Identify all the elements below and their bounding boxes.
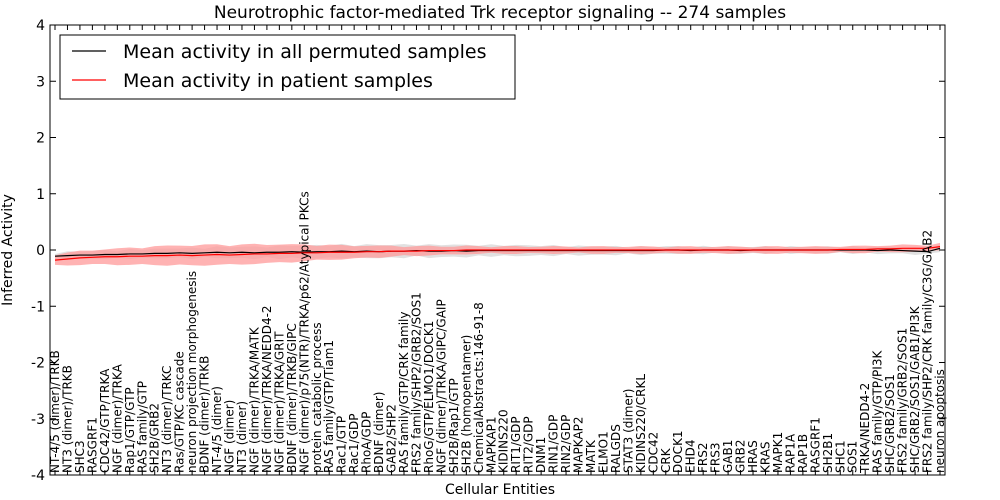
y-tick-label: -2 bbox=[31, 356, 45, 372]
x-tick-label: DOCK1 bbox=[671, 430, 685, 473]
legend: Mean activity in all permuted samples Me… bbox=[59, 34, 516, 100]
chart-title: Neurotrophic factor-mediated Trk recepto… bbox=[214, 3, 786, 23]
y-axis-label: Inferred Activity bbox=[0, 194, 16, 306]
x-tick-label: GRB2 bbox=[734, 439, 748, 473]
x-tick-label: DNM1 bbox=[534, 437, 548, 473]
x-tick-label: FRS2 bbox=[696, 443, 710, 474]
x-tick-label: SH2B/GRB2 bbox=[148, 403, 162, 473]
x-tick-label: Rap1/GTP/GTP bbox=[123, 387, 137, 473]
legend-label-permuted: Mean activity in all permuted samples bbox=[123, 41, 486, 63]
x-tick-label: MAPK1 bbox=[771, 432, 785, 473]
x-tick-label: RAP1B bbox=[796, 434, 810, 473]
x-tick-label: Ras/GTP/KC cascade bbox=[173, 351, 187, 473]
x-tick-label: FRS2 family/SHP2/GRB2/SOS1 bbox=[409, 292, 423, 473]
x-tick-label: SH2B1 bbox=[821, 433, 835, 473]
x-tick-label: MAPKAP1 bbox=[484, 416, 498, 473]
x-tick-label: NT3 (dimer) bbox=[235, 401, 249, 473]
x-tick-label: RAP1A bbox=[783, 433, 797, 473]
band-patient bbox=[55, 242, 940, 266]
x-axis-label: Cellular Entities bbox=[445, 482, 555, 498]
y-axis: -4 -3 -2 -1 0 1 2 3 4 bbox=[31, 18, 945, 484]
x-tick-label: FRS2 family/GRB2/SOS1 bbox=[896, 328, 910, 473]
x-tick-label: MATK bbox=[584, 439, 598, 473]
y-tick-label: 3 bbox=[36, 74, 45, 90]
x-tick-label: Rac1/GTP bbox=[335, 416, 349, 473]
y-tick-label: -1 bbox=[31, 299, 45, 315]
x-tick-label: neuron projection morphogenesis bbox=[185, 271, 199, 473]
x-tick-label: KRAS bbox=[758, 441, 772, 473]
x-tick-label: NT-4/5 (dimer) bbox=[210, 386, 224, 473]
x-tick-label: SHC/GRB2/SOS1/GAB1/PI3K bbox=[908, 305, 922, 473]
x-tick-label: neuron apoptosis bbox=[933, 369, 947, 473]
x-tick-label: NGF (dimer)/p75(NTR)/TRKA/p62/Atypical P… bbox=[297, 191, 311, 473]
x-tick-label: SOS1 bbox=[846, 441, 860, 473]
x-tick-label: GAB2/SHP2 bbox=[385, 404, 399, 473]
x-tick-label: NGF (dimer)/TRKA/GIPC/GAIP bbox=[434, 299, 448, 473]
x-tick-label: NGF (dimer)/TRKA bbox=[110, 363, 124, 473]
y-tick-label: -3 bbox=[31, 412, 45, 428]
x-tick-label: HRAS bbox=[746, 440, 760, 473]
y-tick-label: 0 bbox=[36, 243, 45, 259]
x-tick-label: EHD4 bbox=[684, 440, 698, 473]
x-tick-label: SHC3 bbox=[73, 440, 87, 473]
x-tick-label: TRKA/NEDD4-2 bbox=[858, 383, 872, 474]
x-tick-label: NGF (dimer) bbox=[223, 400, 237, 473]
x-tick-label: NGF (dimer)/TRKA/NEDD4-2 bbox=[260, 305, 274, 473]
x-tick-label: NT3 (dimer)/TRKB bbox=[60, 365, 74, 473]
x-tick-label: FRS2 family/SHP2/CRK family/C3G/GAB2 bbox=[921, 230, 935, 473]
x-tick-label: SHC1 bbox=[833, 440, 847, 473]
x-tick-label: RIN2/GDP bbox=[559, 415, 573, 473]
x-tick-label: RASGRF1 bbox=[808, 417, 822, 473]
x-tick-label: RIT1/GDP bbox=[509, 416, 523, 473]
x-tick-label: SHC/GRB2/SOS1 bbox=[883, 374, 897, 473]
y-tick-label: 4 bbox=[36, 18, 45, 34]
legend-box bbox=[59, 34, 516, 100]
x-tick-label: ChemicalAbstracts:146-91-8 bbox=[472, 302, 486, 473]
x-tick-label: RAS family/GTP bbox=[135, 381, 149, 473]
x-tick-label: RIN1/GDP bbox=[547, 415, 561, 473]
series-line-patient bbox=[54, 246, 941, 261]
series-lines bbox=[54, 246, 941, 261]
x-tick-label: RALGDS bbox=[609, 424, 623, 473]
x-tick-label: Rac1/GDP bbox=[347, 414, 361, 473]
x-tick-label: RhoA/GDP bbox=[360, 412, 374, 473]
x-tick-label: NT-4/5 (dimer)/TRKB bbox=[48, 350, 62, 473]
x-tick-label: BDNF (dimer)/TRKB/GIPC bbox=[285, 323, 299, 473]
x-tick-label: FRS3 bbox=[709, 443, 723, 474]
x-tick-label: NGF (dimer)/TRKA/MATK bbox=[247, 326, 261, 473]
x-tick-label: STAT3 (dimer) bbox=[621, 389, 635, 473]
y-tick-label: 1 bbox=[36, 187, 45, 203]
y-tick-label: 2 bbox=[36, 131, 45, 147]
legend-label-patient: Mean activity in patient samples bbox=[123, 70, 433, 92]
x-tick-label: RAS family/GTP/CRK family bbox=[397, 312, 411, 474]
x-tick-label: RAS family/GTP/PI3K bbox=[871, 350, 885, 473]
x-tick-label: RhoG/GTP/ELMO1/DOCK1 bbox=[422, 321, 436, 473]
x-tick-label: GAB1 bbox=[721, 440, 735, 473]
x-tick-label: protein catabolic process bbox=[310, 322, 324, 473]
x-tick-label: SH2B (homopentamer) bbox=[459, 335, 473, 473]
x-tick-label: RIT2/GDP bbox=[522, 416, 536, 473]
x-tick-label: SH2B/Rap1/GTP bbox=[447, 378, 461, 473]
x-tick-label: MAPKAP2 bbox=[572, 416, 586, 473]
y-tick-label: -4 bbox=[31, 468, 45, 484]
x-tick-label: ELMO1 bbox=[596, 431, 610, 473]
x-tick-label: NGF (dimer)/TRKA/GRIT bbox=[272, 331, 286, 473]
x-tick-label: CDC42 bbox=[646, 432, 660, 473]
x-tick-label: RAS family/GTP/Tiam1 bbox=[322, 340, 336, 473]
x-tick-label: CDC42/GTP/TRKA bbox=[98, 368, 112, 473]
x-tick-label: BDNF (dimer) bbox=[372, 392, 386, 474]
x-tick-label: KIDINS220 bbox=[497, 409, 511, 473]
x-tick-label: KIDINS220/CRKL bbox=[634, 374, 648, 473]
x-tick-label: NT3 (dimer)/TRKC bbox=[160, 366, 174, 473]
confidence-bands bbox=[55, 242, 940, 266]
x-tick-label: RASGRF1 bbox=[85, 417, 99, 473]
x-tick-label: BDNF (dimer)/TRKB bbox=[198, 356, 212, 473]
x-tick-label: CRK bbox=[659, 447, 673, 473]
